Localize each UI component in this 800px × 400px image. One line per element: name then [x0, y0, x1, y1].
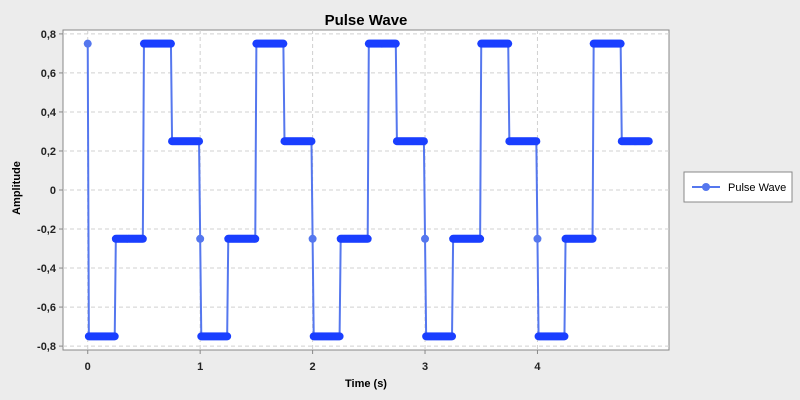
data-point [223, 332, 232, 341]
data-point [532, 137, 541, 146]
x-tick-label: 3 [422, 361, 428, 373]
y-axis-label: Amplitude [11, 161, 23, 215]
data-point [504, 39, 513, 48]
data-point [533, 234, 542, 243]
y-tick-label: -0,2 [37, 224, 56, 236]
data-point [138, 234, 147, 243]
y-tick-label: 0 [50, 185, 56, 197]
data-point [279, 39, 288, 48]
data-point [616, 39, 625, 48]
series-pulse-wave [83, 39, 653, 341]
x-tick-label: 2 [310, 361, 316, 373]
y-tick-label: -0,4 [37, 263, 57, 275]
y-tick-label: -0,6 [37, 302, 56, 314]
y-tick-label: 0,6 [41, 68, 56, 80]
y-tick-label: 0,4 [41, 107, 57, 119]
data-point [110, 332, 119, 341]
x-tick-label: 1 [197, 361, 203, 373]
data-point [308, 234, 317, 243]
chart-title: Pulse Wave [325, 12, 408, 29]
data-point [83, 39, 92, 48]
data-point [391, 39, 400, 48]
y-axis-ticks: -0,8 -0,6 -0,4 -0,2 0 0,2 0,4 0,6 0,8 [37, 29, 63, 353]
data-point [421, 234, 430, 243]
legend: Pulse Wave [683, 171, 793, 203]
data-point [195, 137, 204, 146]
data-point [644, 137, 653, 146]
x-tick-label: 0 [85, 361, 91, 373]
legend-marker-swatch [702, 183, 710, 191]
x-tick-label: 4 [534, 361, 541, 373]
data-point [196, 234, 205, 243]
data-point [448, 332, 457, 341]
y-tick-label: 0,2 [41, 146, 56, 158]
data-point [307, 137, 316, 146]
data-point [363, 234, 372, 243]
x-axis-label: Time (s) [345, 378, 387, 390]
data-point [335, 332, 344, 341]
y-tick-label: -0,8 [37, 341, 56, 353]
data-point [476, 234, 485, 243]
data-point [166, 39, 175, 48]
y-tick-label: 0,8 [41, 29, 56, 41]
data-point [588, 234, 597, 243]
data-point [419, 137, 428, 146]
data-point [560, 332, 569, 341]
x-axis-ticks: 0 1 2 3 4 [85, 350, 541, 373]
legend-entry-pulse-wave: Pulse Wave [728, 182, 786, 194]
data-point [251, 234, 260, 243]
